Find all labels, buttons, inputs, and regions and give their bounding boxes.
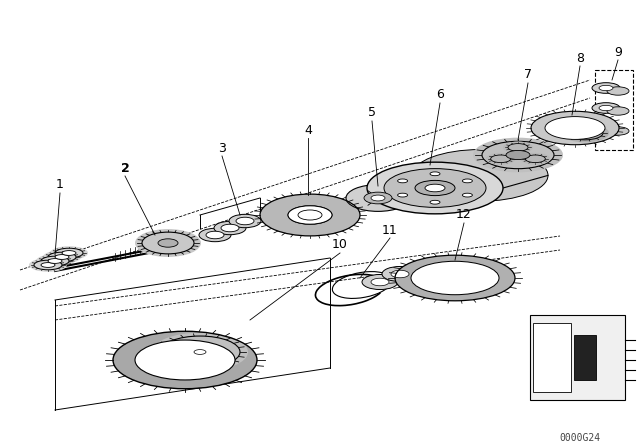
Ellipse shape: [41, 263, 55, 267]
Ellipse shape: [29, 258, 67, 272]
Ellipse shape: [607, 87, 629, 95]
Ellipse shape: [427, 267, 483, 289]
Text: 3: 3: [218, 142, 226, 155]
Ellipse shape: [298, 210, 322, 220]
Ellipse shape: [50, 246, 88, 260]
Ellipse shape: [206, 231, 224, 239]
Ellipse shape: [48, 258, 62, 263]
Ellipse shape: [506, 151, 530, 159]
Ellipse shape: [592, 83, 620, 93]
Ellipse shape: [462, 193, 472, 197]
Bar: [530, 315, 625, 400]
Ellipse shape: [486, 153, 516, 165]
Text: 8: 8: [576, 52, 584, 65]
Ellipse shape: [411, 261, 499, 295]
Ellipse shape: [152, 333, 248, 371]
Ellipse shape: [525, 155, 545, 163]
Ellipse shape: [364, 192, 392, 204]
Ellipse shape: [473, 138, 563, 172]
Ellipse shape: [346, 185, 410, 211]
Ellipse shape: [362, 275, 398, 289]
Ellipse shape: [34, 260, 62, 270]
Ellipse shape: [43, 250, 81, 264]
Ellipse shape: [199, 228, 231, 241]
Ellipse shape: [599, 125, 613, 131]
Ellipse shape: [36, 254, 74, 268]
Ellipse shape: [397, 193, 408, 197]
Ellipse shape: [503, 142, 533, 153]
Text: 0000G24: 0000G24: [559, 433, 600, 443]
Ellipse shape: [371, 278, 389, 286]
Text: 11: 11: [382, 224, 398, 237]
Ellipse shape: [382, 267, 418, 281]
Ellipse shape: [545, 116, 605, 139]
Ellipse shape: [599, 85, 613, 90]
Bar: [574, 335, 596, 380]
Ellipse shape: [135, 229, 201, 257]
Text: 9: 9: [614, 46, 622, 59]
Bar: [595, 70, 633, 150]
Ellipse shape: [561, 124, 609, 142]
Ellipse shape: [430, 200, 440, 204]
Ellipse shape: [55, 254, 69, 259]
Ellipse shape: [592, 103, 620, 113]
Ellipse shape: [221, 224, 239, 232]
Ellipse shape: [41, 256, 69, 266]
Text: 10: 10: [332, 238, 348, 251]
Text: 4: 4: [304, 124, 312, 137]
Text: 6: 6: [436, 89, 444, 102]
Ellipse shape: [531, 111, 619, 145]
Ellipse shape: [113, 331, 257, 389]
Ellipse shape: [260, 194, 360, 236]
Bar: [533, 323, 571, 392]
Ellipse shape: [142, 232, 194, 254]
Ellipse shape: [367, 162, 503, 214]
Ellipse shape: [236, 217, 254, 225]
Ellipse shape: [482, 141, 554, 169]
Ellipse shape: [214, 221, 246, 235]
Ellipse shape: [288, 206, 332, 224]
Ellipse shape: [160, 336, 240, 368]
Ellipse shape: [48, 252, 76, 262]
Text: 12: 12: [456, 208, 472, 221]
Ellipse shape: [462, 179, 472, 183]
Ellipse shape: [599, 105, 613, 111]
Ellipse shape: [288, 206, 332, 224]
Text: 7: 7: [524, 69, 532, 82]
Ellipse shape: [229, 214, 261, 228]
Ellipse shape: [425, 184, 445, 192]
Ellipse shape: [607, 107, 629, 115]
Ellipse shape: [135, 340, 235, 380]
Ellipse shape: [415, 181, 455, 196]
Text: 2: 2: [120, 161, 129, 175]
Ellipse shape: [384, 168, 486, 207]
Text: 1: 1: [56, 178, 64, 191]
Ellipse shape: [391, 270, 409, 278]
Ellipse shape: [508, 144, 528, 151]
Ellipse shape: [395, 255, 515, 301]
Ellipse shape: [412, 150, 548, 201]
Ellipse shape: [567, 126, 603, 140]
Ellipse shape: [194, 349, 206, 354]
Ellipse shape: [62, 250, 76, 255]
Text: 5: 5: [368, 107, 376, 120]
Ellipse shape: [592, 123, 620, 134]
Ellipse shape: [607, 127, 629, 135]
Ellipse shape: [55, 248, 83, 258]
Ellipse shape: [430, 172, 440, 176]
Ellipse shape: [520, 153, 550, 165]
Ellipse shape: [397, 179, 408, 183]
Ellipse shape: [184, 345, 216, 358]
Ellipse shape: [158, 239, 178, 247]
Ellipse shape: [491, 155, 511, 163]
Ellipse shape: [371, 195, 385, 201]
